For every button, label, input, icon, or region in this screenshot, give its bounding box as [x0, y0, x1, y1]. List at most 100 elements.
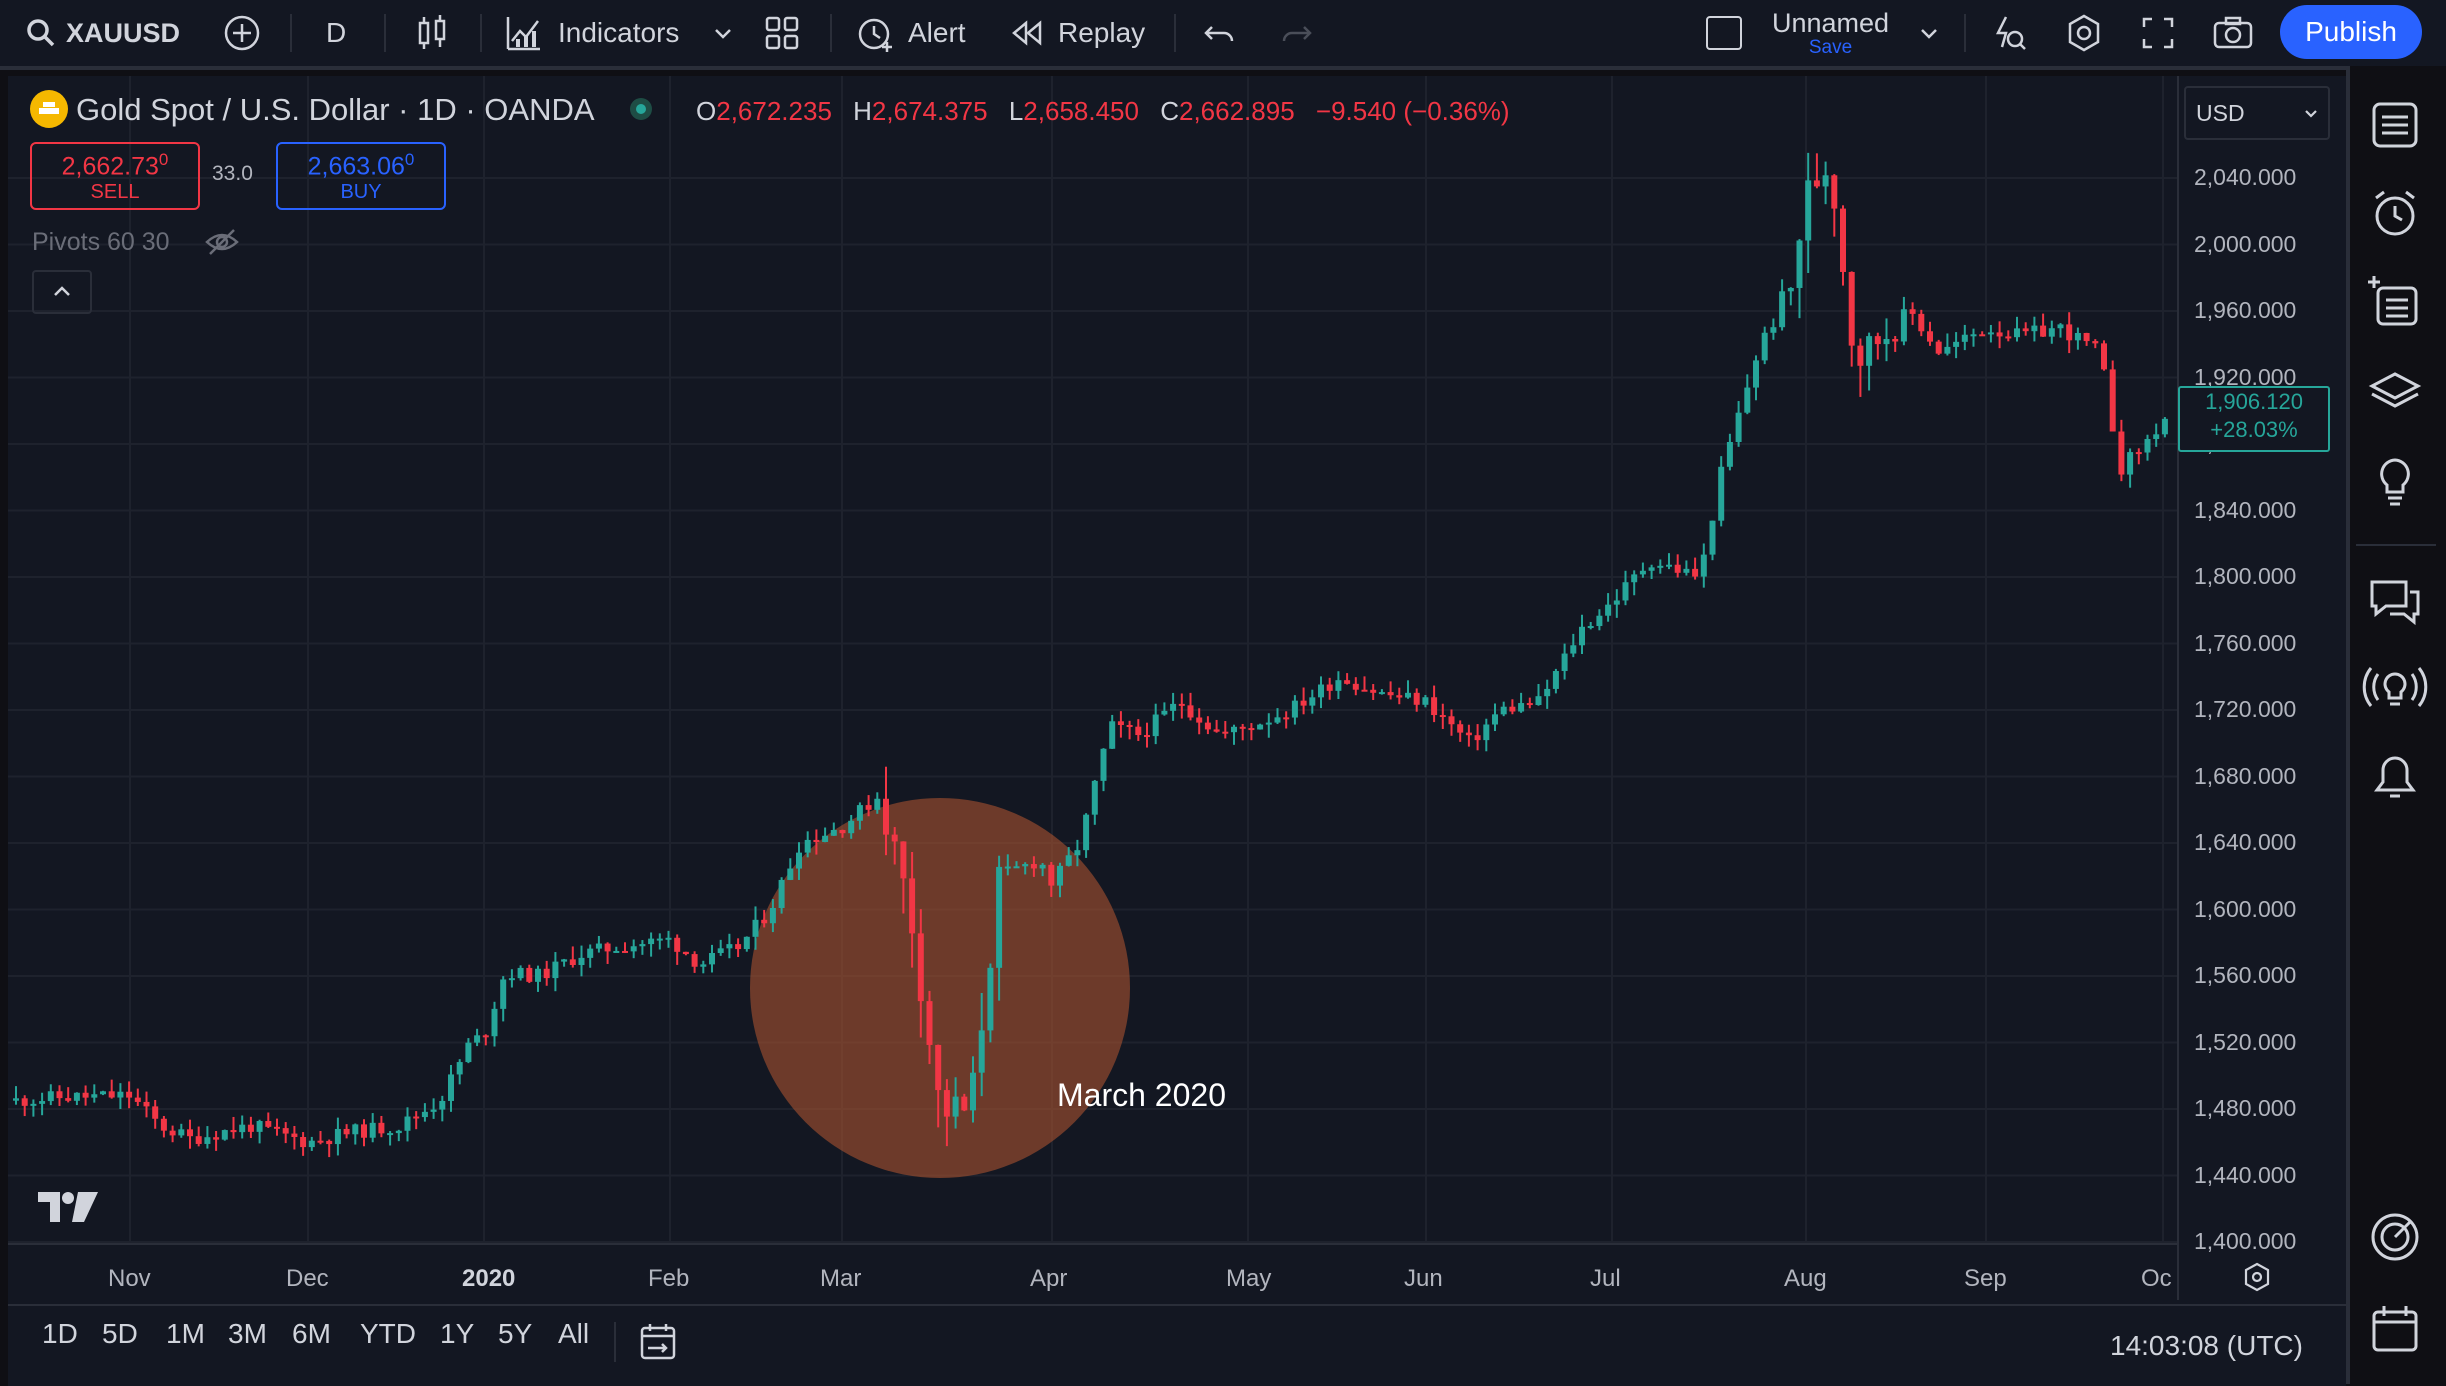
- indicator-label[interactable]: Pivots 60 30: [32, 228, 170, 256]
- price-tick-label: 1,480.000: [2194, 1095, 2297, 1121]
- candle-body: [143, 1101, 150, 1107]
- candle-body: [213, 1137, 220, 1140]
- settings-button[interactable]: [2064, 0, 2104, 66]
- candle-body: [1291, 700, 1298, 718]
- high-value: 2,674.375: [871, 96, 988, 126]
- candle-body: [1344, 680, 1351, 684]
- dom-button[interactable]: [2362, 1204, 2428, 1270]
- calendar-button[interactable]: [2362, 1296, 2428, 1362]
- candle-body: [648, 938, 655, 945]
- candle-body: [91, 1094, 98, 1098]
- hide-indicator-button[interactable]: [204, 226, 240, 263]
- bottom-toolbar: [8, 1304, 2346, 1386]
- notifications-button[interactable]: [2362, 746, 2428, 812]
- candle-body: [47, 1091, 54, 1102]
- timeframe-3m[interactable]: 3M: [228, 1318, 267, 1349]
- candle-body: [1257, 724, 1264, 730]
- alerts-button[interactable]: [2362, 180, 2428, 246]
- symbol-search[interactable]: XAUUSD: [24, 0, 180, 66]
- chart-type-button[interactable]: [412, 0, 452, 66]
- interval-button[interactable]: D: [326, 0, 346, 66]
- compare-button[interactable]: [222, 0, 262, 66]
- date-tick-label: 2020: [462, 1265, 516, 1292]
- timeframe-5d[interactable]: 5D: [102, 1318, 138, 1349]
- fullscreen-button[interactable]: [2140, 0, 2176, 66]
- candle-body: [126, 1091, 133, 1098]
- buy-button[interactable]: 2,663.060 BUY: [276, 142, 446, 210]
- axis-settings-button[interactable]: [2242, 1262, 2272, 1297]
- undo-button[interactable]: [1202, 0, 1238, 66]
- candle-body: [1979, 334, 1986, 337]
- layout-dropdown[interactable]: [1918, 0, 1940, 66]
- date-tick-label: Oc: [2141, 1265, 2172, 1292]
- chats-button[interactable]: [2362, 568, 2428, 634]
- streams-button[interactable]: [2362, 656, 2428, 722]
- candle-body: [1265, 722, 1272, 725]
- alert-label: Alert: [908, 17, 966, 48]
- candle-body: [1135, 726, 1142, 736]
- utc-clock[interactable]: 14:03:08 (UTC): [2110, 1330, 2303, 1361]
- candle-body: [343, 1128, 350, 1135]
- collapse-legend-button[interactable]: [32, 270, 92, 314]
- layout-name-button[interactable]: Unnamed Save: [1772, 0, 1889, 66]
- symbol-label: XAUUSD: [66, 17, 181, 48]
- candle-body: [1439, 715, 1446, 718]
- annotation-text[interactable]: March 2020: [1057, 1077, 1226, 1113]
- add-list-button[interactable]: [2362, 270, 2428, 336]
- candle-body: [1683, 568, 1690, 573]
- broadcast-bulb-icon: [2362, 667, 2428, 707]
- timeframe-1d[interactable]: 1D: [42, 1318, 78, 1349]
- list-plus-icon: [2368, 276, 2418, 326]
- candle-body: [1692, 568, 1699, 577]
- candle-body: [1109, 721, 1116, 749]
- replay-button[interactable]: Replay: [1010, 0, 1145, 66]
- alert-button[interactable]: Alert: [854, 0, 966, 66]
- sell-button[interactable]: 2,662.730 SELL: [30, 142, 200, 210]
- publish-button[interactable]: Publish: [2280, 5, 2422, 59]
- watchlist-button[interactable]: [2362, 92, 2428, 158]
- price-tick-label: 1,840.000: [2194, 496, 2297, 523]
- date-range-button[interactable]: [638, 1322, 680, 1367]
- market-status-icon[interactable]: [630, 98, 652, 120]
- candle-body: [1657, 565, 1664, 568]
- ideas-button[interactable]: [2362, 450, 2428, 516]
- tradingview-logo[interactable]: [36, 1190, 100, 1229]
- candle-body: [874, 798, 881, 810]
- candle-body: [2074, 332, 2081, 341]
- low-value: 2,658.450: [1023, 96, 1139, 126]
- annotation-circle[interactable]: [750, 798, 1130, 1178]
- layout-square-icon: [1706, 16, 1742, 50]
- layout-checkbox[interactable]: [1706, 0, 1742, 66]
- candle-body: [474, 1035, 481, 1043]
- indicators-dropdown[interactable]: [712, 0, 734, 66]
- candle-body: [1396, 695, 1403, 698]
- candle-body: [839, 829, 846, 834]
- rewind-icon: [1012, 20, 1042, 46]
- candle-body: [2057, 324, 2064, 329]
- timeframe-6m[interactable]: 6M: [292, 1318, 331, 1349]
- object-tree-button[interactable]: [2362, 360, 2428, 426]
- timeframe-1m[interactable]: 1M: [166, 1318, 205, 1349]
- redo-button[interactable]: [1278, 0, 1314, 66]
- snapshot-button[interactable]: [2212, 0, 2254, 66]
- templates-button[interactable]: [762, 0, 802, 66]
- candle-body: [1161, 710, 1168, 715]
- candle-body: [691, 954, 698, 967]
- high-label: H: [853, 96, 872, 126]
- quick-search-button[interactable]: [1988, 0, 2028, 66]
- timeframe-ytd[interactable]: YTD: [360, 1318, 416, 1349]
- candle-body: [578, 957, 585, 966]
- indicators-button[interactable]: Indicators: [504, 0, 679, 66]
- candle-body: [308, 1140, 315, 1148]
- candle-body: [2135, 452, 2142, 455]
- timeframe-5y[interactable]: 5Y: [498, 1318, 533, 1349]
- timeframe-1y[interactable]: 1Y: [440, 1318, 475, 1349]
- symbol-title[interactable]: Gold Spot / U.S. Dollar · 1D · OANDA: [76, 92, 595, 127]
- candle-body: [291, 1133, 298, 1137]
- chart-pane[interactable]: [8, 76, 2346, 1304]
- currency-select[interactable]: USD: [2184, 86, 2330, 140]
- price-tick-label: 1,560.000: [2194, 962, 2297, 988]
- timeframe-all[interactable]: All: [558, 1318, 590, 1349]
- fullscreen-icon: [2142, 17, 2174, 49]
